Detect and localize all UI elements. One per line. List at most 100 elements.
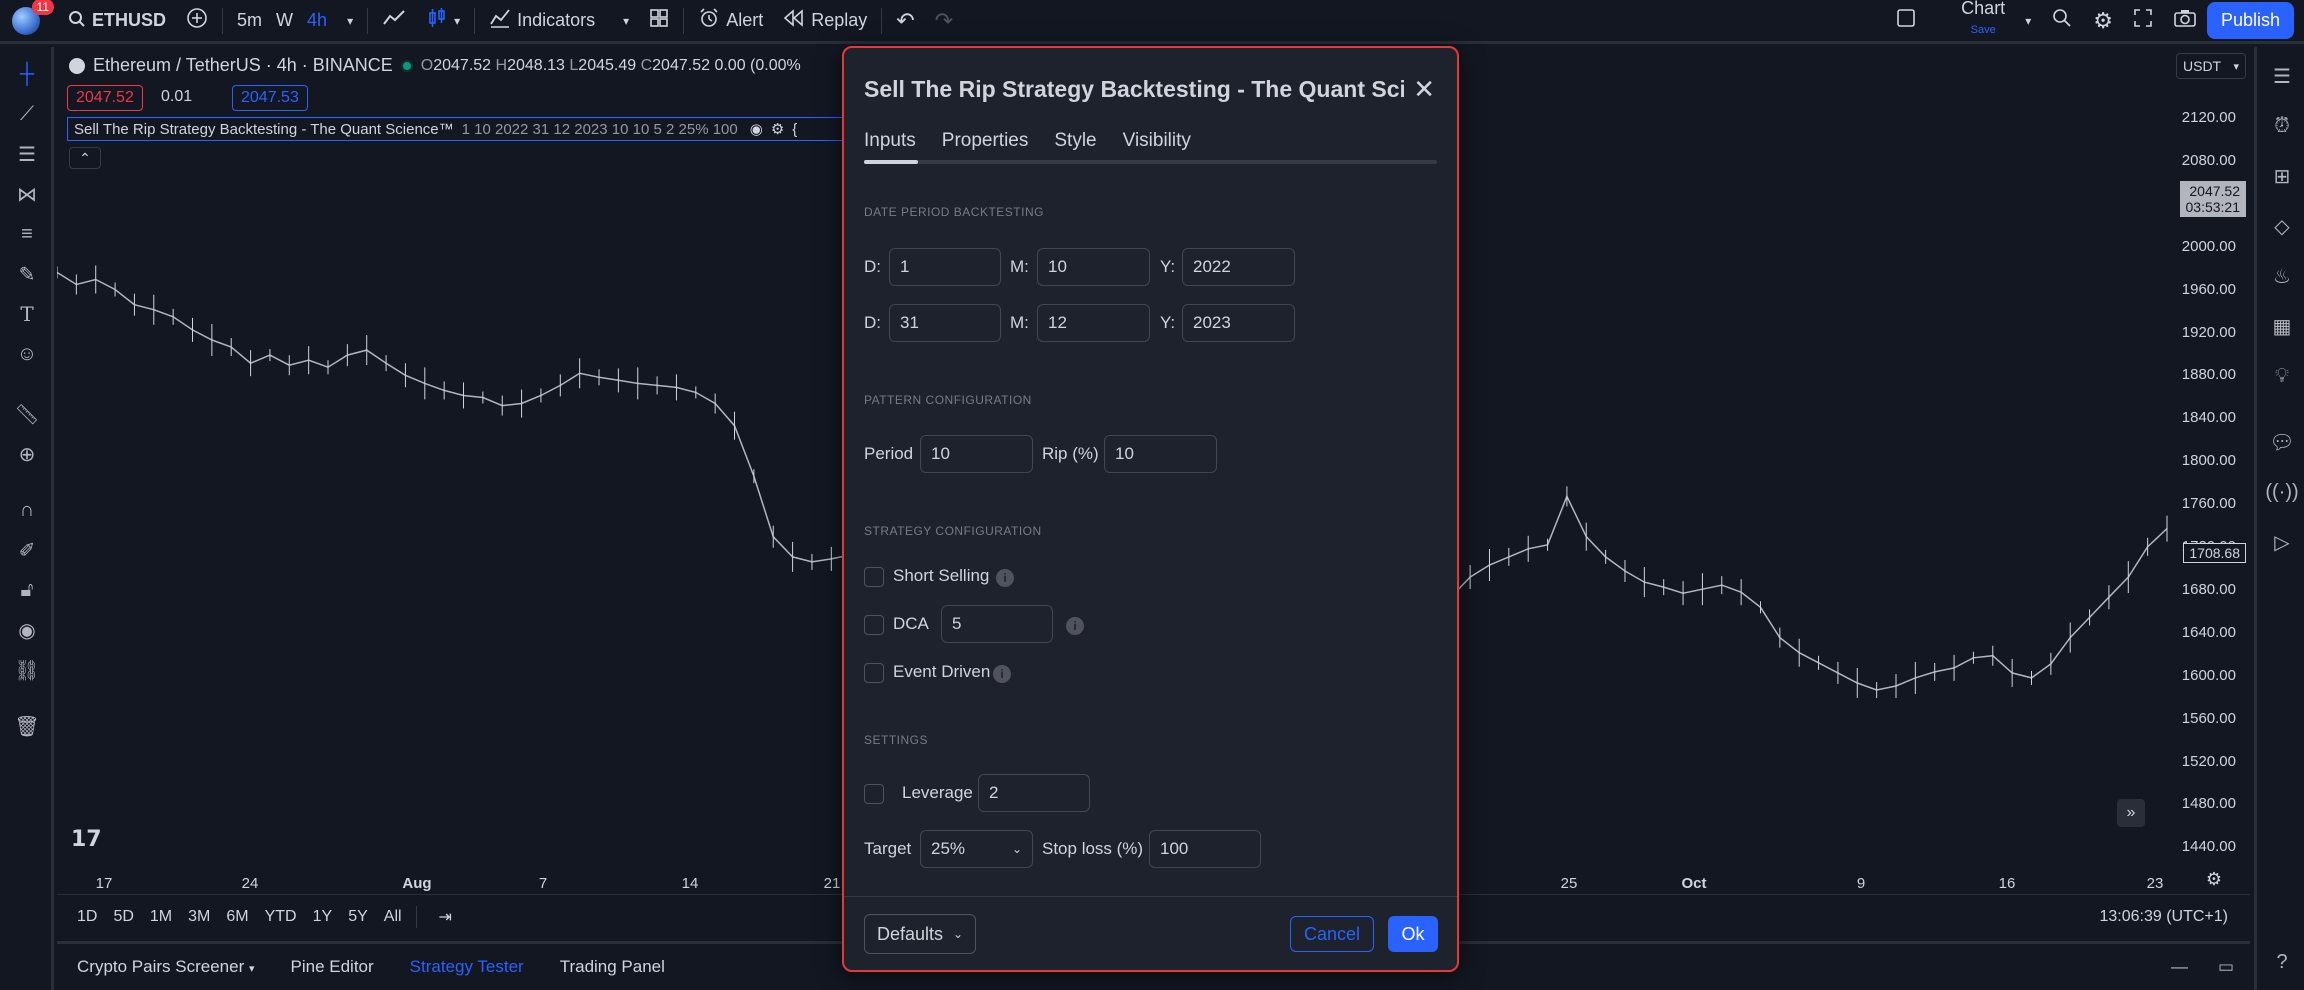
range-5d[interactable]: 5D	[113, 907, 134, 925]
calendar-button[interactable]: ▦	[2267, 311, 2297, 341]
range-1d[interactable]: 1D	[77, 907, 98, 925]
lines-tool[interactable]: ☰	[12, 139, 42, 169]
scroll-to-realtime-button[interactable]: »	[2117, 799, 2145, 827]
timezone-clock[interactable]: 13:06:39 (UTC+1)	[2099, 907, 2228, 925]
tab-trading-panel[interactable]: Trading Panel	[559, 957, 665, 976]
short-selling-checkbox[interactable]	[864, 567, 884, 587]
end-month-input[interactable]: 12	[1037, 304, 1150, 342]
tab-pine-editor[interactable]: Pine Editor	[290, 957, 374, 976]
cancel-button[interactable]: Cancel	[1290, 916, 1374, 952]
remove-drawings-tool[interactable]: 🗑︎	[12, 711, 42, 741]
range-6m[interactable]: 6M	[226, 907, 249, 925]
end-year-input[interactable]: 2023	[1182, 304, 1295, 342]
range-all[interactable]: All	[383, 907, 402, 925]
study-legend[interactable]: Sell The Rip Strategy Backtesting - The …	[67, 117, 847, 141]
settings-button[interactable]: ⚙	[2083, 0, 2123, 43]
tab-properties[interactable]: Properties	[941, 130, 1029, 151]
tradingview-logo[interactable]: 17	[71, 827, 102, 852]
tab-crypto-pairs-screener[interactable]: Crypto Pairs Screener ▾	[77, 957, 255, 977]
redo-button[interactable]: ↷	[925, 0, 963, 43]
interval-w[interactable]: W	[276, 10, 294, 30]
price-axis[interactable]: USDT ▾ 2120.002080.002040.002000.001960.…	[2168, 47, 2250, 887]
tab-visibility[interactable]: Visibility	[1122, 130, 1191, 151]
info-icon[interactable]: i	[993, 665, 1011, 683]
tab-style[interactable]: Style	[1054, 130, 1097, 151]
fullscreen-button[interactable]	[2123, 0, 2163, 43]
snapshot-button[interactable]	[2163, 0, 2207, 43]
compare-button[interactable]	[176, 0, 218, 43]
leverage-checkbox[interactable]	[864, 784, 884, 804]
range-1m[interactable]: 1M	[149, 907, 173, 925]
minimize-panel-button[interactable]: —	[2170, 957, 2188, 976]
end-day-input[interactable]: 31	[889, 304, 1001, 342]
info-icon[interactable]: i	[1066, 617, 1084, 635]
object-tree-button[interactable]: ⊞	[2267, 161, 2297, 191]
ok-button[interactable]: Ok	[1388, 916, 1438, 952]
brush-tool[interactable]: ✎	[12, 259, 42, 289]
start-month-input[interactable]: 10	[1037, 248, 1150, 286]
target-select[interactable]: 25% ⌄	[920, 830, 1033, 868]
event-driven-checkbox[interactable]	[864, 663, 884, 683]
time-axis[interactable]: 17 24 Aug 7 14 21 25 Oct 9 16 23	[57, 869, 2168, 894]
publish-button[interactable]: Publish	[2206, 2, 2294, 39]
dca-input[interactable]: 5	[941, 605, 1053, 643]
info-icon[interactable]: i	[996, 569, 1014, 587]
start-day-input[interactable]: 1	[889, 248, 1001, 286]
interval-4h[interactable]: 4h	[307, 10, 328, 30]
magnet-tool[interactable]: ∩	[12, 495, 42, 525]
tab-strategy-tester[interactable]: Strategy Tester	[409, 957, 524, 976]
defaults-dropdown[interactable]: Defaults ⌄	[864, 914, 976, 954]
quick-search-button[interactable]	[2041, 0, 2083, 43]
pattern-tool[interactable]: ⋈	[12, 179, 42, 209]
stoploss-input[interactable]: 100	[1149, 830, 1261, 868]
undo-button[interactable]: ↶	[886, 0, 924, 43]
eye-icon[interactable]: ◉	[749, 121, 763, 138]
dca-checkbox[interactable]	[864, 615, 884, 635]
link-tool[interactable]: ⛓	[12, 655, 42, 685]
interval-dropdown[interactable]: ▾	[337, 0, 363, 43]
market-status-icon[interactable]	[400, 59, 413, 72]
gear-icon[interactable]: ⚙	[770, 121, 785, 138]
leverage-input[interactable]: 2	[978, 774, 1090, 812]
streams-button[interactable]: ((·))	[2265, 477, 2298, 507]
currency-select[interactable]: USDT ▾	[2176, 53, 2246, 79]
replay-panel-button[interactable]: ▷	[2267, 527, 2297, 557]
maximize-panel-button[interactable]: ▭	[2217, 957, 2234, 976]
interval-5m[interactable]: 5m	[237, 10, 263, 30]
range-5y[interactable]: 5Y	[348, 907, 368, 925]
alert-button[interactable]: Alert	[688, 0, 773, 43]
zoom-tool[interactable]: ⊕	[12, 439, 42, 469]
crosshair-tool[interactable]: ┼	[12, 59, 42, 89]
visibility-tool[interactable]: ◉	[12, 615, 42, 645]
period-input[interactable]: 10	[920, 435, 1033, 473]
goto-date-button[interactable]: ⇥	[423, 907, 468, 927]
replay-button[interactable]: Replay	[773, 0, 877, 43]
line-chart-button[interactable]	[372, 0, 416, 43]
source-code-icon[interactable]: {	[792, 120, 798, 138]
lock-tool[interactable]: 🔓︎	[12, 575, 42, 605]
symbol-search[interactable]: ETHUSD	[58, 0, 176, 43]
ideas-button[interactable]: 💡︎	[2267, 361, 2297, 391]
watchlist-button[interactable]: ☰	[2267, 61, 2297, 91]
close-button[interactable]: ✕	[1413, 74, 1435, 105]
indicators-button[interactable]: Indicators ▾	[479, 0, 639, 43]
tab-inputs[interactable]: Inputs	[864, 130, 916, 151]
ruler-tool[interactable]: 📏︎	[12, 399, 42, 429]
user-avatar[interactable]: 11	[12, 0, 54, 35]
sell-price-button[interactable]: 2047.52	[67, 85, 143, 111]
trendline-tool[interactable]: ⟋	[12, 99, 42, 129]
rip-input[interactable]: 10	[1104, 435, 1217, 473]
chart-menu-dropdown[interactable]: ▾	[2015, 0, 2041, 43]
range-1y[interactable]: 1Y	[312, 907, 333, 925]
chart-save-button[interactable]: Chart Save	[1951, 0, 2015, 43]
data-window-button[interactable]: ◇	[2267, 211, 2297, 241]
start-year-input[interactable]: 2022	[1182, 248, 1295, 286]
emoji-tool[interactable]: ☺	[12, 339, 42, 369]
range-3m[interactable]: 3M	[188, 907, 211, 925]
layouts-button[interactable]	[639, 0, 679, 43]
text-tool[interactable]: T	[12, 299, 42, 329]
help-button[interactable]: ?	[2267, 947, 2297, 977]
fib-tool[interactable]: ≡	[12, 219, 42, 249]
stay-drawing-tool[interactable]: ✐	[12, 535, 42, 565]
chats-button[interactable]: 💬︎	[2267, 427, 2297, 457]
